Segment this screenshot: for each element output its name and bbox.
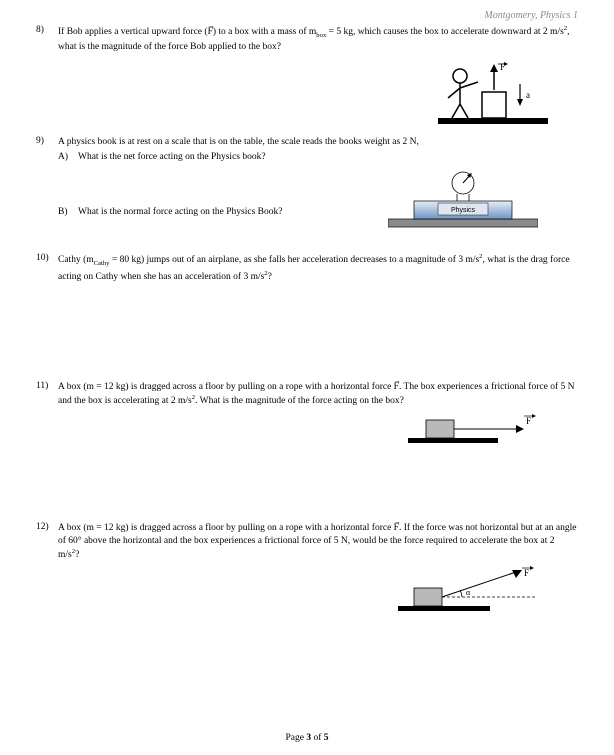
q12-F: F — [394, 522, 399, 535]
q10-number: 10) — [36, 253, 58, 263]
q9-B-letter: B) — [58, 207, 78, 217]
pn-d: 5 — [324, 733, 329, 743]
q9-intro: A physics book is at rest on a scale tha… — [58, 136, 578, 149]
q9-number: 9) — [36, 136, 58, 146]
page-number: Page 3 of 5 — [0, 733, 614, 743]
q8-part-a: If Bob applies a vertical upward force ( — [58, 27, 208, 37]
q12-number: 12) — [36, 522, 58, 532]
page-header: Montgomery, Physics 1 — [36, 10, 578, 21]
q9-figure: Physics — [388, 163, 538, 231]
q10-sub: Cathy — [94, 261, 110, 268]
q8-figure: F a — [438, 58, 548, 128]
q11-a: A box (m = 12 kg) is dragged across a fl… — [58, 382, 394, 392]
question-12: 12) A box (m = 12 kg) is dragged across … — [36, 522, 578, 616]
question-11: 11) A box (m = 12 kg) is dragged across … — [36, 381, 578, 516]
q11-fig-F: F — [526, 416, 531, 426]
q8-text: If Bob applies a vertical upward force (… — [58, 25, 578, 54]
q8-F-vector: F — [208, 26, 213, 39]
pn-c: of — [311, 733, 324, 743]
q10-b: = 80 kg) jumps out of an airplane, as sh… — [110, 256, 480, 266]
q11-F: F — [394, 381, 399, 394]
q12-fig-F: F — [524, 568, 529, 578]
q11-number: 11) — [36, 381, 58, 391]
q9-B-text: What is the normal force acting on the P… — [78, 207, 282, 217]
question-9: 9) A physics book is at rest on a scale … — [36, 136, 578, 234]
q12-fig-alpha: α — [466, 588, 471, 597]
q11-text: A box (m = 12 kg) is dragged across a fl… — [58, 381, 578, 408]
pn-a: Page — [285, 733, 306, 743]
q10-d: ? — [268, 272, 272, 282]
q8-part-c: = 5 kg, which causes the box to accelera… — [326, 27, 564, 37]
q9-A-text: What is the net force acting on the Phys… — [78, 151, 266, 164]
q11-figure: F — [408, 410, 548, 448]
q10-a: Cathy (m — [58, 256, 94, 266]
q8-part-b: ) to a box with a mass of m — [213, 27, 316, 37]
q10-text: Cathy (mCathy = 80 kg) jumps out of an a… — [58, 253, 578, 283]
q9-A-letter: A) — [58, 151, 78, 164]
q12-a: A box (m = 12 kg) is dragged across a fl… — [58, 523, 394, 533]
q12-figure: F α — [398, 566, 558, 618]
q8-sub-box: box — [316, 32, 326, 39]
q12-text: A box (m = 12 kg) is dragged across a fl… — [58, 522, 578, 562]
q8-fig-a: a — [526, 90, 530, 100]
question-8: 8) If Bob applies a vertical upward forc… — [36, 25, 578, 130]
question-10: 10) Cathy (mCathy = 80 kg) jumps out of … — [36, 253, 578, 375]
q9-fig-label: Physics — [451, 207, 476, 214]
q11-c: . What is the magnitude of the force act… — [195, 396, 404, 406]
q8-number: 8) — [36, 25, 58, 35]
q12-c: ? — [75, 550, 79, 560]
